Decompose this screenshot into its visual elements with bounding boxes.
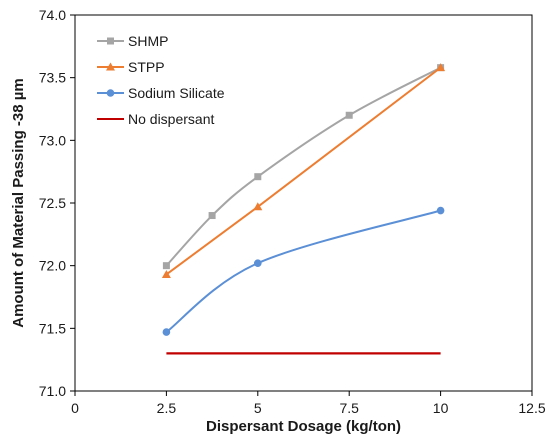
plot-frame bbox=[74, 14, 533, 392]
data-point-shmp bbox=[162, 262, 170, 270]
series-sodium-silicate bbox=[162, 206, 445, 336]
legend: SHMP STPP Sodium Silicate No dispersant bbox=[97, 33, 225, 127]
axes bbox=[70, 14, 533, 396]
series-stpp bbox=[161, 63, 446, 278]
data-point-stpp bbox=[253, 202, 263, 211]
legend-marker-sodium-silicate bbox=[106, 89, 115, 97]
data-point-shmp bbox=[345, 111, 353, 119]
y-tick-label: 73.0 bbox=[39, 132, 66, 148]
y-tick-label: 72.5 bbox=[39, 195, 66, 211]
y-tick-label: 71.0 bbox=[39, 383, 66, 399]
x-tick-label: 2.5 bbox=[157, 400, 177, 416]
plot-area bbox=[74, 14, 533, 392]
legend-label-shmp: SHMP bbox=[128, 33, 168, 49]
legend-item-shmp: SHMP bbox=[97, 33, 168, 49]
legend-item-no-dispersant: No dispersant bbox=[97, 111, 214, 127]
y-tick-label: 72.0 bbox=[39, 258, 66, 274]
legend-marker-stpp bbox=[106, 62, 115, 71]
x-tick-label: 5 bbox=[254, 400, 262, 416]
data-point-sodium-silicate bbox=[253, 259, 262, 267]
y-tick-label: 73.5 bbox=[39, 70, 66, 86]
legend-label-no-dispersant: No dispersant bbox=[128, 111, 214, 127]
data-point-sodium-silicate bbox=[436, 206, 445, 215]
y-tick-label: 71.5 bbox=[39, 320, 66, 336]
data-point-stpp bbox=[436, 63, 446, 72]
series-line-sodium-silicate bbox=[165, 209, 441, 333]
data-point-shmp bbox=[254, 173, 262, 181]
x-tick-label: 12.5 bbox=[518, 400, 545, 416]
legend-marker-shmp bbox=[107, 37, 114, 45]
legend-label-sodium-silicate: Sodium Silicate bbox=[128, 85, 225, 101]
legend-item-sodium-silicate: Sodium Silicate bbox=[97, 85, 225, 101]
x-tick-label: 7.5 bbox=[339, 400, 359, 416]
legend-label-stpp: STPP bbox=[128, 59, 165, 75]
legend-item-stpp: STPP bbox=[97, 59, 165, 75]
x-tick-label: 10 bbox=[433, 400, 449, 416]
data-point-stpp bbox=[161, 269, 171, 278]
y-tick-label: 74.0 bbox=[39, 7, 66, 23]
data-point-sodium-silicate bbox=[162, 328, 171, 336]
tick-labels: 0 2.5 5 7.5 10 12.5 71.0 71.5 72.0 72.5 73.0 73.5 74… bbox=[39, 7, 546, 416]
x-axis-title: Dispersant Dosage (kg/ton) bbox=[206, 418, 401, 435]
series-line-shmp bbox=[165, 66, 442, 267]
data-point-shmp bbox=[208, 212, 216, 220]
series-layer bbox=[161, 63, 446, 355]
x-tick-label: 0 bbox=[71, 400, 79, 416]
y-axis-title: Amount of Material Passing -38 µm bbox=[10, 78, 27, 328]
